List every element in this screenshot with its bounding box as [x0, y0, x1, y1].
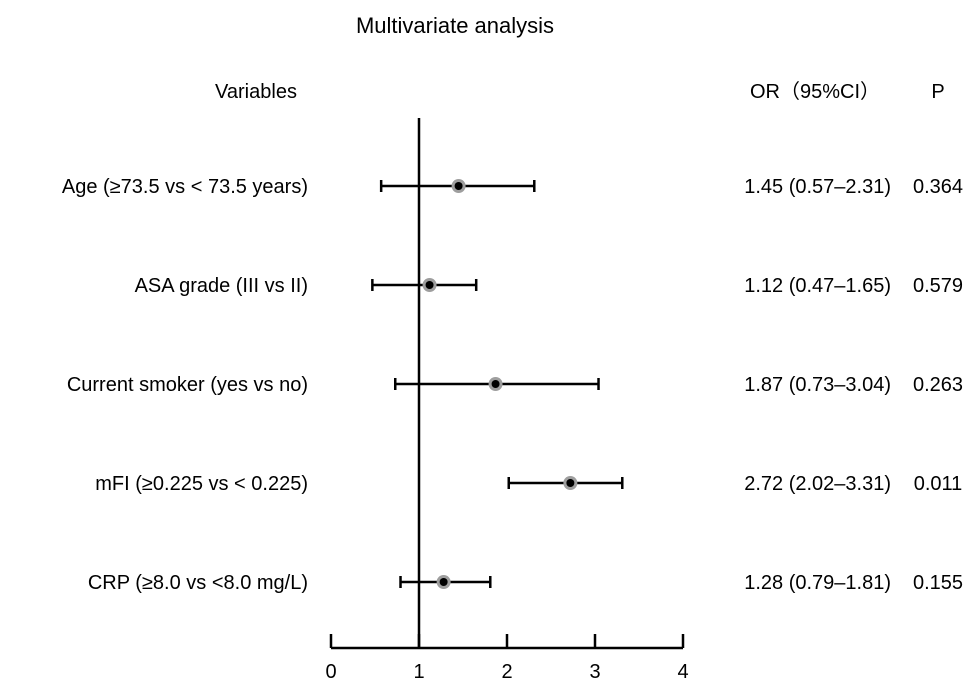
header-or-ci: OR（95%CI）	[750, 80, 880, 103]
variable-label: Age (≥73.5 vs < 73.5 years)	[62, 176, 308, 198]
p-value: 0.011	[914, 473, 963, 495]
point-estimate-dot	[439, 578, 448, 586]
x-tick-label: 0	[325, 661, 336, 683]
variable-label: CRP (≥8.0 vs <8.0 mg/L)	[88, 572, 308, 594]
x-tick-label: 2	[501, 661, 512, 683]
variable-label: ASA grade (III vs II)	[135, 275, 308, 297]
header-variables: Variables	[215, 81, 297, 103]
header-p-value: P	[931, 81, 944, 103]
x-tick-label: 4	[677, 661, 688, 683]
or-ci-value: 1.12 (0.47–1.65)	[744, 275, 891, 297]
or-ci-value: 1.28 (0.79–1.81)	[744, 572, 891, 594]
point-estimate-dot	[566, 479, 575, 487]
or-ci-value: 1.45 (0.57–2.31)	[744, 176, 891, 198]
or-ci-value: 1.87 (0.73–3.04)	[744, 374, 891, 396]
point-estimate-dot	[491, 380, 500, 388]
x-tick-label: 3	[589, 661, 600, 683]
x-tick-label: 1	[413, 661, 424, 683]
chart-title: Multivariate analysis	[356, 13, 554, 38]
variable-label: Current smoker (yes vs no)	[67, 374, 308, 396]
p-value: 0.364	[913, 176, 963, 198]
variable-label: mFI (≥0.225 vs < 0.225)	[95, 473, 308, 495]
or-ci-value: 2.72 (2.02–3.31)	[744, 473, 891, 495]
plot-area: 0 1 2 3 4 Age (≥73.5 vs < 73.5 years) 1.45 (0.…	[62, 118, 963, 683]
point-estimate-dot	[425, 281, 434, 289]
p-value: 0.579	[913, 275, 963, 297]
point-estimate-dot	[454, 182, 463, 190]
p-value: 0.155	[913, 572, 963, 594]
p-value: 0.263	[913, 374, 963, 396]
